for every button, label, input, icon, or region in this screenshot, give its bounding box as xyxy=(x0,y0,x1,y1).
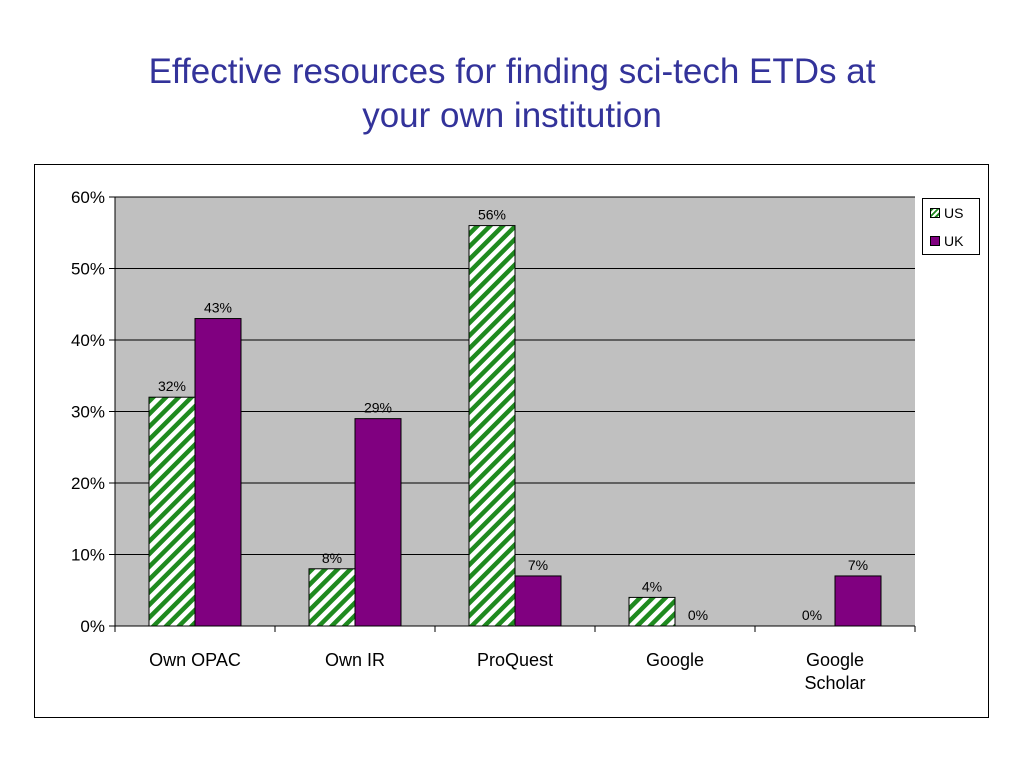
legend-swatch-uk xyxy=(930,236,940,246)
bar-us xyxy=(628,596,676,627)
y-tick-label: 10% xyxy=(71,546,105,565)
slide-title-line-2: your own institution xyxy=(362,96,662,135)
bar-us xyxy=(308,568,356,627)
y-tick-label: 30% xyxy=(71,403,105,422)
data-label-uk: 0% xyxy=(688,607,708,623)
bar-us xyxy=(468,225,516,627)
data-label-uk: 43% xyxy=(204,300,232,316)
y-tick-label: 50% xyxy=(71,260,105,279)
slide-title: Effective resources for finding sci-tech… xyxy=(40,50,984,138)
data-label-uk: 7% xyxy=(528,557,548,573)
x-tick-label: Own IR xyxy=(325,650,385,670)
bar-uk xyxy=(514,575,562,627)
legend-swatch-us xyxy=(930,208,940,218)
legend-item-us: US xyxy=(930,204,963,222)
y-tick-label: 0% xyxy=(80,617,105,636)
chart-legend: US UK xyxy=(922,198,980,255)
x-tick-label: Scholar xyxy=(804,673,865,693)
x-tick-label: Google xyxy=(806,650,864,670)
x-tick-label: Google xyxy=(646,650,704,670)
slide-title-line-1: Effective resources for finding sci-tech… xyxy=(148,52,876,91)
data-label-us: 4% xyxy=(642,578,662,594)
y-tick-label: 60% xyxy=(71,188,105,207)
legend-item-uk: UK xyxy=(930,232,963,250)
bar-us xyxy=(148,396,196,627)
data-label-us: 0% xyxy=(802,607,822,623)
data-label-us: 32% xyxy=(158,378,186,394)
x-tick-label: Own OPAC xyxy=(149,650,241,670)
x-tick-label: ProQuest xyxy=(477,650,553,670)
data-label-us: 56% xyxy=(478,207,506,223)
bar-uk xyxy=(194,318,242,627)
y-tick-label: 20% xyxy=(71,474,105,493)
y-tick-label: 40% xyxy=(71,331,105,350)
data-label-uk: 29% xyxy=(364,400,392,416)
data-label-us: 8% xyxy=(322,550,342,566)
legend-label-us: US xyxy=(944,205,964,221)
data-label-uk: 7% xyxy=(848,557,868,573)
legend-label-uk: UK xyxy=(944,233,964,249)
bar-uk xyxy=(354,418,402,627)
bar-uk xyxy=(834,575,882,627)
